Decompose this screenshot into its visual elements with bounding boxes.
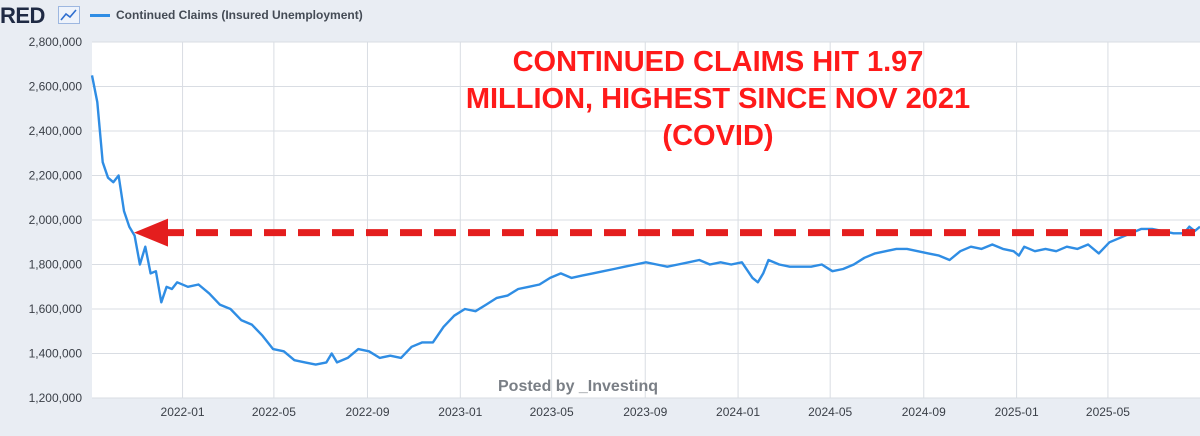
arrow-head-icon — [134, 218, 168, 247]
series-line-continued-claims — [90, 75, 1200, 366]
x-tick-label: 2022-09 — [345, 405, 389, 419]
x-tick-label: 2024-05 — [808, 405, 852, 419]
reference-arrow — [134, 218, 1195, 247]
chart-legend: Continued Claims (Insured Unemployment) — [90, 8, 363, 22]
credit-text: Posted by _Investinq — [498, 378, 658, 395]
y-tick-label: 2,400,000 — [29, 124, 83, 138]
y-tick-label: 2,000,000 — [29, 213, 83, 227]
chart-graph-icon[interactable] — [58, 6, 80, 24]
x-tick-label: 2022-01 — [161, 405, 205, 419]
y-axis: 1,200,000 1,400,000 1,600,000 1,800,000 2,00… — [29, 35, 83, 405]
x-axis: 2022-01 2022-05 2022-09 2023-01 2023-05 2023-… — [161, 405, 1131, 419]
y-tick-label: 1,600,000 — [29, 302, 83, 316]
x-tick-label: 2025-01 — [995, 405, 1039, 419]
gridlines — [92, 41, 1200, 399]
y-tick-label: 1,800,000 — [29, 258, 83, 272]
x-tick-label: 2023-01 — [438, 405, 482, 419]
x-tick-label: 2023-05 — [530, 405, 574, 419]
brand-logo: RED — [0, 3, 45, 28]
headline-line: (COVID) — [662, 120, 773, 152]
y-tick-label: 2,200,000 — [29, 169, 83, 183]
y-tick-label: 2,600,000 — [29, 80, 83, 94]
chart-header: RED Continued Claims (Insured Unemployme… — [0, 0, 1200, 30]
y-tick-label: 1,400,000 — [29, 347, 83, 361]
legend-series-label: Continued Claims (Insured Unemployment) — [116, 8, 363, 22]
x-tick-label: 2023-09 — [623, 405, 667, 419]
headline-line: CONTINUED CLAIMS HIT 1.97 — [513, 46, 924, 78]
headline-line: MILLION, HIGHEST SINCE NOV 2021 — [466, 83, 970, 115]
x-tick-label: 2022-05 — [252, 405, 296, 419]
x-tick-label: 2024-01 — [716, 405, 760, 419]
x-tick-label: 2025-05 — [1086, 405, 1130, 419]
legend-swatch — [90, 13, 110, 17]
x-tick-label: 2024-09 — [902, 405, 946, 419]
y-tick-label: 1,200,000 — [29, 391, 83, 405]
y-tick-label: 2,800,000 — [29, 35, 83, 49]
headline-annotation: CONTINUED CLAIMS HIT 1.97 MILLION, HIGHES… — [466, 46, 970, 152]
